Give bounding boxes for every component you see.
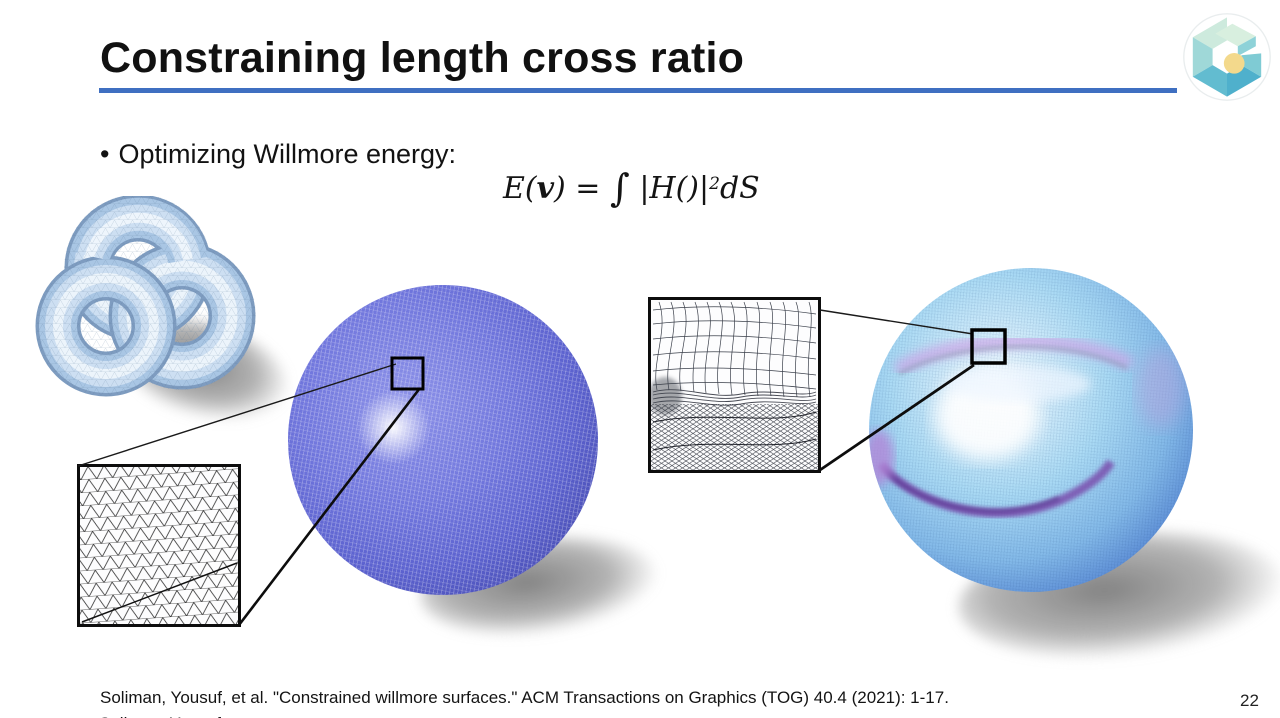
triangle-mesh-inset	[77, 464, 241, 627]
hexagon-cube-logo-icon	[1183, 13, 1271, 101]
bullet-line: • Optimizing Willmore energy:	[100, 139, 456, 170]
willmore-energy-formula: E(v) = ∫ |H()|2dS	[503, 169, 760, 207]
bullet-marker: •	[100, 139, 110, 169]
formula-exponent: 2	[709, 174, 720, 194]
trefoil-knot-figure	[20, 194, 260, 408]
blue-sphere-figure	[869, 268, 1193, 592]
formula-var-v: v	[536, 171, 555, 206]
formula-equals: ) =	[554, 171, 610, 206]
formula-dS: dS	[719, 171, 760, 206]
cropped-text-fragment: Soliman, Yousuf, et al. "Constrained wil…	[99, 715, 231, 718]
formula-close: )|	[687, 171, 710, 206]
bullet-text: Optimizing Willmore energy:	[118, 139, 457, 169]
citation-text: Soliman, Yousuf, et al. "Constrained wil…	[100, 688, 949, 707]
integral-sign: ∫	[609, 166, 630, 210]
formula-mid: |H(	[629, 171, 688, 206]
purple-sphere-figure	[288, 285, 598, 595]
games-webinar-logo	[1182, 10, 1272, 104]
warped-mesh-inset	[648, 297, 821, 473]
formula-lhs: E(	[503, 171, 537, 206]
page-number: 22	[1240, 691, 1259, 710]
slide-title: Constraining length cross ratio	[100, 34, 745, 82]
title-underline	[99, 88, 1177, 93]
